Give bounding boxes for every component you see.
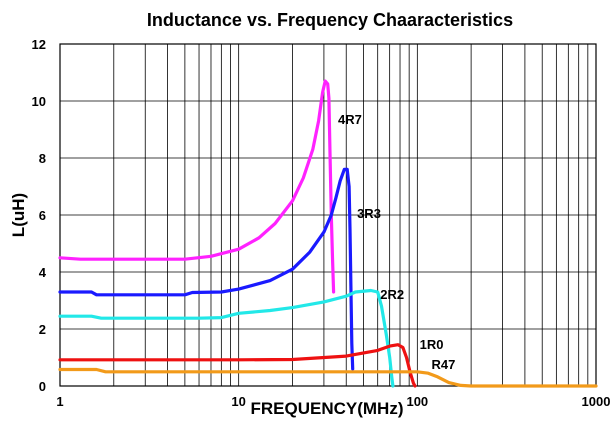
series-label-4r7: 4R7 <box>338 112 362 127</box>
y-tick-label: 2 <box>39 322 46 337</box>
series-line-r47 <box>58 367 598 388</box>
series-label-2r2: 2R2 <box>380 287 404 302</box>
chart-title: Inductance vs. Frequency Chaaracteristic… <box>147 10 513 30</box>
x-axis-label: FREQUENCY(MHz) <box>251 399 404 418</box>
series-label-1r0: 1R0 <box>420 337 444 352</box>
x-tick-labels: 1 10 100 1000 <box>56 394 610 409</box>
series-line-1r0 <box>58 343 417 388</box>
series-labels: 4R7 3R3 2R2 1R0 R47 <box>338 112 455 372</box>
y-axis-label: L(uH) <box>9 193 28 237</box>
x-tick-label: 10 <box>231 394 245 409</box>
series-line-3r3 <box>58 167 355 371</box>
series-lines <box>58 79 598 388</box>
grid <box>60 44 596 386</box>
x-tick-label: 1 <box>56 394 63 409</box>
x-tick-label: 100 <box>406 394 428 409</box>
y-tick-labels: 0 2 4 6 8 10 12 <box>32 37 47 394</box>
series-label-3r3: 3R3 <box>357 206 381 221</box>
series-line-4r7 <box>58 79 336 294</box>
series-line-2r2 <box>58 288 395 388</box>
y-tick-label: 12 <box>32 37 46 52</box>
y-tick-label: 4 <box>39 265 47 280</box>
y-tick-label: 10 <box>32 94 46 109</box>
y-tick-label: 8 <box>39 151 46 166</box>
series-label-r47: R47 <box>431 357 455 372</box>
x-tick-label: 1000 <box>582 394 611 409</box>
y-tick-label: 6 <box>39 208 46 223</box>
y-tick-label: 0 <box>39 379 46 394</box>
